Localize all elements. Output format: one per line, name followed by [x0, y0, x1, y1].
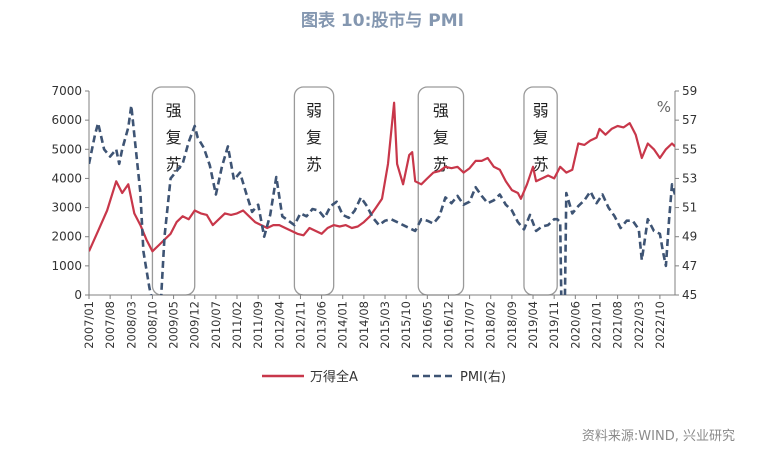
y-right-tick-label: 53: [682, 171, 697, 185]
x-tick-label: 2015/03: [378, 301, 392, 349]
y-right-tick-label: 57: [682, 113, 697, 127]
annotation-char: 强: [166, 101, 182, 120]
x-tick-label: 2022/10: [653, 301, 667, 349]
x-tick-label: 2010/07: [209, 301, 223, 349]
y-right-tick-label: 45: [682, 288, 697, 302]
x-tick-label: 2019/04: [526, 301, 540, 349]
x-tick-label: 2016/05: [420, 301, 434, 349]
y-right-tick-label: 55: [682, 142, 697, 156]
x-tick-label: 2018/09: [505, 301, 519, 349]
x-tick-label: 2012/11: [293, 301, 307, 349]
y-left-tick-label: 5000: [51, 142, 82, 156]
source-note: 资料来源:WIND, 兴业研究: [581, 429, 735, 444]
y-right-tick-label: 49: [682, 230, 697, 244]
annotation-char: 苏: [533, 155, 549, 174]
x-tick-label: 2020/06: [568, 301, 582, 349]
wind-a-line: [89, 101, 675, 253]
x-tick-label: 2022/03: [632, 301, 646, 349]
y-right-tick-label: 51: [682, 201, 697, 215]
annotation-char: 苏: [166, 155, 182, 174]
y-left-tick-label: 2000: [51, 230, 82, 244]
x-tick-label: 2008/03: [124, 301, 138, 349]
legend-label: PMI(右): [460, 370, 506, 385]
y-right-unit: %: [657, 98, 671, 116]
y-left-tick-label: 6000: [51, 113, 82, 127]
y-left-tick-label: 7000: [51, 84, 82, 98]
y-left-tick-label: 1000: [51, 259, 82, 273]
x-tick-label: 2019/11: [547, 301, 561, 349]
y-right-tick-label: 59: [682, 84, 697, 98]
x-tick-label: 2009/05: [167, 301, 181, 349]
annotation-char: 复: [433, 128, 449, 147]
x-tick-label: 2014/08: [357, 301, 371, 349]
x-tick-label: 2021/08: [611, 301, 625, 349]
x-tick-label: 2007/01: [82, 301, 96, 349]
annotation-char: 复: [533, 128, 549, 147]
chart-title: 图表 10:股市与 PMI: [301, 11, 464, 31]
legend-label: 万得全A: [310, 369, 358, 385]
annotation-char: 弱: [533, 101, 549, 120]
x-tick-label: 2017/07: [463, 301, 477, 349]
axes-layer: 0 1000 2000 3000 4000 5000 6000 7000 45 47 49 51 53 5…: [51, 84, 697, 349]
x-tick-label: 2021/01: [589, 301, 603, 349]
series-layer: [89, 101, 675, 295]
x-tick-label: 2011/09: [251, 301, 265, 349]
annotation-char: 强: [433, 101, 449, 120]
y-right-tick-label: 47: [682, 259, 697, 273]
annotation-char: 苏: [306, 155, 322, 174]
y-left-tick-label: 4000: [51, 171, 82, 185]
annotation-char: 复: [166, 128, 182, 147]
y-left-tick-label: 0: [74, 288, 82, 302]
x-tick-label: 2011/02: [230, 301, 244, 349]
x-tick-label: 2009/12: [188, 301, 202, 349]
x-tick-label: 2008/10: [145, 301, 159, 349]
annotation-char: 复: [306, 128, 322, 147]
x-tick-label: 2014/01: [336, 301, 350, 349]
legend: 万得全A PMI(右): [262, 369, 506, 385]
y-left-tick-label: 3000: [51, 201, 82, 215]
annotation-char: 弱: [306, 101, 322, 120]
x-tick-label: 2018/02: [484, 301, 498, 349]
annotation-char: 苏: [433, 155, 449, 174]
x-tick-label: 2016/12: [441, 301, 455, 349]
x-tick-label: 2012/04: [272, 301, 286, 349]
x-tick-label: 2013/06: [315, 301, 329, 349]
x-tick-label: 2015/10: [399, 301, 413, 349]
x-tick-label: 2007/08: [103, 301, 117, 349]
